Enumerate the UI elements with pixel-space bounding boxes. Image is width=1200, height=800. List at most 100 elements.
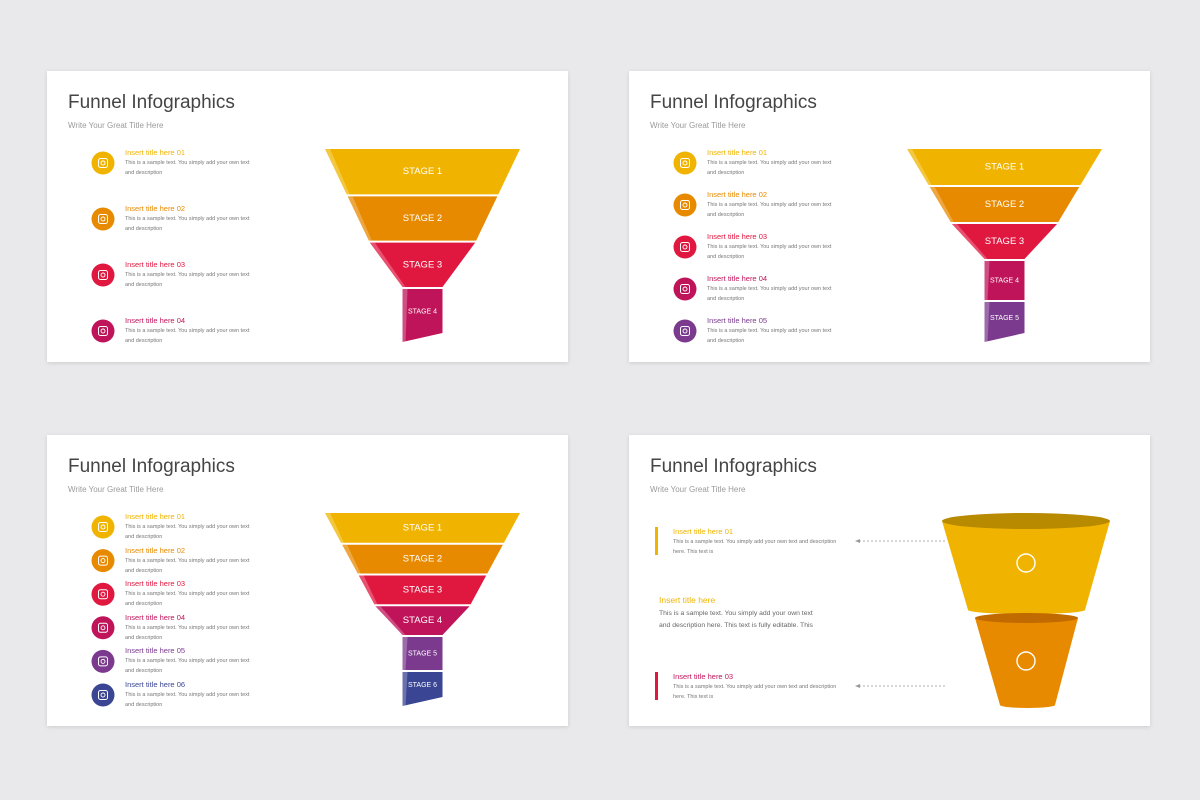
icon-glyph [100, 160, 106, 166]
funnel-stage [358, 575, 487, 605]
slide-title: Funnel Infographics [650, 92, 817, 113]
icon-glyph [682, 286, 688, 292]
stage-label: STAGE 1 [403, 166, 442, 177]
item-text: This is a sample text. You simply add yo… [707, 244, 832, 260]
stage-label: STAGE 2 [985, 199, 1024, 210]
funnel-edge [347, 196, 372, 241]
icon-glyph [100, 328, 106, 334]
icon-circle [91, 616, 115, 640]
item-text: This is a sample text. You simply add yo… [707, 202, 832, 218]
item-title: Insert title here 02 [125, 545, 186, 555]
slide-graphics [655, 513, 1110, 708]
item-title: Insert title here 01 [707, 148, 768, 157]
item-text: This is a sample text. You simply add yo… [125, 557, 250, 574]
icon-glyph [98, 555, 108, 566]
icon-glyph [98, 270, 108, 280]
slide-title: Funnel Infographics [650, 456, 817, 477]
stage-label: STAGE 3 [403, 259, 442, 270]
icon-circle [91, 319, 115, 343]
icon-glyph [98, 326, 108, 336]
slide: STAGE 1 STAGE 2 STAGE 3 STAGE 4 Funnel Infog… [47, 71, 568, 362]
icon-glyph [682, 202, 688, 208]
connector-arrow [855, 684, 860, 688]
icon-circle [91, 151, 115, 175]
stage-label: STAGE 6 [408, 682, 437, 689]
icon-glyph [680, 200, 690, 210]
stage-label: STAGE 1 [985, 162, 1024, 173]
funnel-edge [984, 302, 990, 342]
funnel-edge [907, 149, 932, 185]
funnel-stage [325, 513, 520, 543]
funnel-stage [342, 544, 503, 574]
item-text: This is a sample text. You simply add yo… [707, 328, 832, 344]
item-title: Insert title here 01 [125, 512, 186, 521]
funnel-top [975, 613, 1078, 623]
funnel-stage [951, 224, 1058, 259]
icon-glyph [680, 284, 690, 294]
funnel-edge [369, 242, 406, 287]
funnel-edge [402, 672, 408, 706]
stage-label: STAGE 5 [408, 650, 437, 657]
icon-glyph [1016, 553, 1036, 573]
icon-glyph [98, 589, 108, 600]
funnel-edge [402, 289, 408, 342]
slide-title: Funnel Infographics [68, 456, 235, 477]
icon-glyph [98, 690, 108, 700]
slide-subtitle: Write Your Great Title Here [650, 485, 746, 494]
slide-graphics: STAGE 1 STAGE 2 STAGE 3 STAGE 4 [91, 149, 520, 343]
item-text: This is a sample text. You simply add yo… [707, 286, 832, 302]
icon-circle [673, 235, 697, 259]
item-text: This is a sample text. You simply add yo… [125, 524, 250, 540]
icon-glyph [682, 244, 688, 250]
item-title: Insert title here 01 [125, 148, 186, 157]
slide-subtitle: Write Your Great Title Here [650, 121, 746, 130]
funnel-stage [402, 672, 443, 706]
item-title: Insert title here 04 [125, 612, 186, 622]
funnel-body-bottom [1000, 702, 1055, 708]
item-text: This is a sample text. You simply add yo… [673, 684, 837, 700]
funnel-stage [402, 637, 443, 670]
funnel-edge [342, 544, 361, 574]
icon-glyph [100, 692, 106, 698]
icon-glyph [680, 158, 690, 168]
slide-title: Funnel Infographics [68, 92, 235, 113]
funnel-top [942, 513, 1110, 529]
icon-circle [91, 683, 115, 707]
funnel-edge [325, 149, 350, 195]
icon-circle [673, 151, 697, 175]
funnel-edge [929, 187, 954, 222]
item-text: This is a sample text. You simply add yo… [125, 216, 250, 232]
funnel-stage [402, 289, 443, 342]
item-title: Insert title here [659, 595, 716, 605]
accent-bar [655, 672, 658, 700]
icon-glyph [1016, 651, 1036, 671]
stage-label: STAGE 4 [990, 277, 1019, 284]
icon-glyph [100, 591, 106, 597]
item-title: Insert title here 01 [673, 527, 734, 536]
icon-glyph [98, 622, 108, 633]
funnel-edge [375, 606, 406, 635]
icon-glyph [100, 558, 106, 564]
icon-circle [91, 515, 115, 539]
icon-glyph [98, 158, 108, 168]
funnel-stage [347, 196, 498, 241]
stage-label: STAGE 4 [408, 308, 437, 315]
item-text: This is a sample text. You simply add yo… [707, 160, 832, 176]
funnel-edge [402, 637, 408, 670]
icon-glyph [680, 242, 690, 252]
slide: Funnel Infographics Write Your Great Titl… [629, 435, 1150, 726]
icon-glyph [680, 326, 690, 336]
item-title: Insert title here 05 [125, 646, 186, 656]
slide-subtitle: Write Your Great Title Here [68, 485, 164, 494]
item-text: This is a sample text. You simply add yo… [125, 328, 250, 344]
item-text: This is a sample text. You simply add yo… [125, 272, 250, 288]
icon-glyph [100, 625, 106, 631]
item-title: Insert title here 03 [125, 260, 186, 269]
item-title: Insert title here 04 [707, 274, 768, 283]
item-title: Insert title here 05 [707, 316, 768, 325]
icon-circle [673, 193, 697, 217]
icon-glyph [682, 328, 688, 334]
item-title: Insert title here 03 [707, 232, 768, 241]
funnel-edge [325, 513, 345, 543]
funnel-edge [984, 261, 990, 300]
